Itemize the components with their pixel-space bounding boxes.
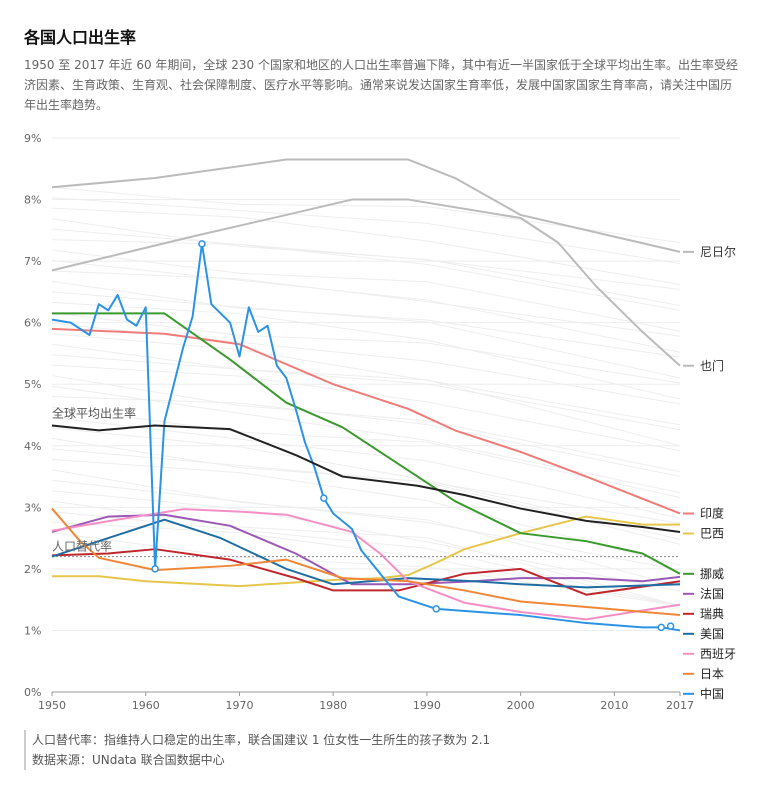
series-label: 中国 bbox=[700, 686, 724, 701]
series-line bbox=[52, 312, 681, 575]
series-line bbox=[51, 242, 681, 632]
x-tick-label: 2017 bbox=[666, 699, 694, 712]
data-point bbox=[432, 605, 441, 613]
background-line bbox=[51, 396, 681, 478]
background-line bbox=[51, 291, 681, 379]
chart-description: 1950 至 2017 年近 60 年期间，全球 230 个国家和地区的人口出生… bbox=[24, 58, 738, 112]
y-tick-label: 0% bbox=[24, 686, 41, 699]
data-point bbox=[198, 240, 206, 248]
data-source-note: 数据来源：UNdata 联合国数据中心 bbox=[32, 753, 225, 767]
data-point bbox=[666, 622, 675, 630]
series-label: 也门 bbox=[700, 358, 724, 373]
series-line bbox=[51, 518, 681, 589]
background-line bbox=[51, 364, 681, 452]
y-tick-label: 3% bbox=[24, 501, 41, 514]
y-tick-label: 2% bbox=[24, 563, 41, 576]
background-line bbox=[51, 343, 681, 447]
chart-notes: 人口替代率：指维持人口稳定的出生率，联合国建议 1 位女性一生所生的孩子数为 2… bbox=[24, 730, 490, 770]
data-point bbox=[151, 565, 159, 573]
background-line bbox=[51, 207, 681, 285]
data-point bbox=[320, 494, 328, 502]
background-line bbox=[51, 333, 681, 426]
background-line bbox=[51, 469, 681, 587]
background-line bbox=[51, 228, 681, 290]
series-label: 挪威 bbox=[700, 567, 724, 581]
background-line bbox=[51, 218, 681, 306]
background-line bbox=[51, 427, 681, 540]
axes: 0% 1% 2% 3% 4% 5% 6% 7% 8% 9% 1950 1960 1970 1980 1990… bbox=[24, 132, 694, 712]
series-line bbox=[52, 515, 680, 588]
series-label: 尼日尔 bbox=[700, 244, 736, 259]
background-line bbox=[51, 249, 681, 332]
background-line bbox=[51, 437, 681, 524]
series-line bbox=[51, 513, 681, 586]
series-line bbox=[51, 327, 681, 515]
background-line bbox=[51, 197, 681, 265]
x-tick-label: 1970 bbox=[225, 699, 253, 712]
x-tick-label: 2010 bbox=[600, 699, 628, 712]
series-label: 西班牙 bbox=[700, 647, 736, 661]
series-lines bbox=[51, 158, 681, 632]
series-line bbox=[51, 507, 681, 617]
series-line bbox=[51, 198, 681, 367]
y-tick-label: 6% bbox=[24, 317, 41, 330]
world-average-label: 全球平均出生率 bbox=[52, 405, 136, 420]
series-line bbox=[51, 548, 681, 596]
x-tick-label: 1990 bbox=[413, 699, 441, 712]
background-line bbox=[51, 511, 681, 607]
y-tick-label: 1% bbox=[24, 624, 41, 637]
x-tick-label: 1980 bbox=[319, 699, 347, 712]
series-label: 美国 bbox=[700, 627, 724, 641]
x-tick-label: 1950 bbox=[38, 699, 66, 712]
y-tick-label: 5% bbox=[24, 378, 41, 391]
series-label: 瑞典 bbox=[700, 607, 724, 621]
series-line bbox=[51, 508, 681, 621]
series-label: 印度 bbox=[700, 505, 724, 520]
data-point bbox=[657, 623, 666, 632]
background-line bbox=[51, 239, 681, 311]
series-label: 法国 bbox=[700, 587, 724, 601]
background-line bbox=[51, 448, 681, 545]
background-line bbox=[51, 500, 681, 607]
replacement-rate-note: 人口替代率：指维持人口稳定的出生率，联合国建议 1 位女性一生所生的孩子数为 2… bbox=[32, 733, 491, 747]
background-line bbox=[51, 354, 681, 431]
series-line bbox=[51, 424, 681, 533]
background-line bbox=[51, 270, 681, 337]
background-line bbox=[51, 406, 681, 498]
replacement-rate-label: 人口替代率 bbox=[52, 539, 112, 554]
series-line bbox=[51, 158, 681, 253]
y-tick-label: 9% bbox=[24, 132, 41, 145]
series-label: 日本 bbox=[700, 667, 724, 681]
china-markers bbox=[151, 240, 675, 632]
chart-title: 各国人口出生率 bbox=[24, 28, 137, 47]
background-line bbox=[51, 490, 681, 592]
series-label: 巴西 bbox=[700, 526, 724, 540]
x-tick-label: 1960 bbox=[132, 699, 160, 712]
x-tick-label: 2000 bbox=[507, 699, 535, 712]
y-tick-label: 8% bbox=[24, 194, 41, 207]
background-line bbox=[51, 186, 681, 244]
background-line bbox=[51, 375, 681, 473]
background-line bbox=[51, 458, 681, 566]
background-line bbox=[51, 416, 681, 519]
y-tick-label: 4% bbox=[24, 440, 41, 453]
y-tick-label: 7% bbox=[24, 255, 41, 268]
